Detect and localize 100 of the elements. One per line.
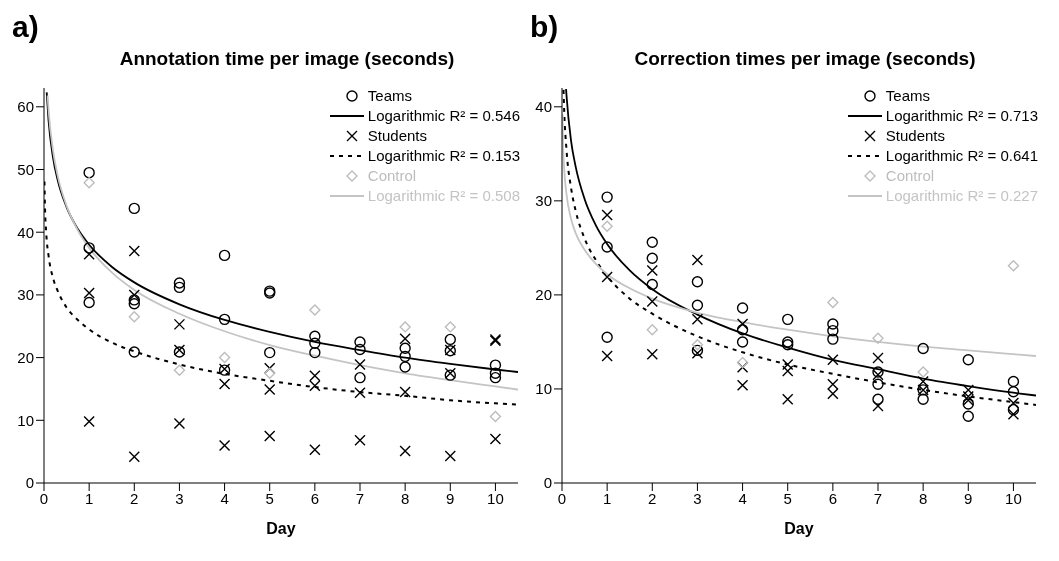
chart-title: Annotation time per image (seconds) [118, 48, 456, 70]
point [83, 248, 95, 260]
y-tick-label: 40 [17, 223, 34, 241]
point [354, 336, 366, 348]
point [736, 318, 749, 330]
x-tick-label: 7 [355, 489, 365, 507]
point [962, 354, 974, 366]
point [264, 383, 276, 396]
point [309, 346, 321, 359]
point [309, 370, 321, 382]
point [691, 276, 704, 288]
point [646, 295, 658, 308]
x-axis-title: Day [266, 520, 296, 537]
point [489, 410, 502, 423]
point [1007, 260, 1020, 272]
x-tick-label: 10 [487, 489, 504, 507]
x-tick-label: 0 [557, 489, 567, 507]
point [917, 342, 929, 355]
point [646, 264, 658, 277]
point [128, 294, 140, 306]
point [691, 313, 704, 326]
point [827, 378, 839, 390]
point [489, 433, 502, 445]
y-tick-label: 20 [17, 348, 34, 366]
y-tick-label: 30 [17, 286, 34, 304]
x-axis-title: Day [784, 520, 814, 537]
point [264, 430, 276, 442]
x-tick-label: 3 [693, 489, 702, 507]
point [354, 387, 366, 399]
legend-label: Students [367, 126, 428, 146]
point [691, 299, 704, 311]
point [444, 321, 456, 333]
point [601, 241, 613, 253]
point [309, 304, 321, 316]
point [218, 249, 231, 262]
point [173, 277, 186, 289]
point [354, 343, 366, 356]
point [962, 394, 974, 406]
point [399, 342, 411, 354]
x-tick-label: 4 [220, 489, 229, 507]
point [872, 400, 884, 412]
point [782, 313, 794, 326]
y-tick-label: 0 [25, 474, 34, 492]
point [128, 346, 140, 358]
point [354, 371, 366, 384]
point [309, 330, 321, 342]
point [264, 367, 276, 379]
y-tick-label: 50 [17, 160, 34, 178]
legend-label: Logarithmic R² = 0.641 [885, 146, 1038, 166]
x-tick-label: 4 [738, 489, 747, 507]
point [173, 318, 186, 331]
point [489, 371, 502, 384]
point [218, 351, 231, 364]
x-tick-label: 7 [873, 489, 883, 507]
point [1007, 397, 1020, 409]
point [1007, 408, 1020, 421]
point [83, 176, 95, 189]
point [309, 337, 321, 349]
point [309, 444, 321, 456]
point [128, 202, 140, 215]
x-tick-label: 5 [265, 489, 274, 507]
point [601, 220, 613, 232]
y-tick-label: 0 [543, 474, 552, 492]
legend-label: Logarithmic R² = 0.227 [885, 186, 1038, 206]
point [1007, 375, 1020, 388]
point [83, 296, 95, 309]
point [601, 191, 613, 203]
point [782, 365, 794, 377]
legend-label: Logarithmic R² = 0.713 [885, 106, 1038, 126]
point [218, 378, 231, 390]
point [399, 350, 411, 363]
point [489, 359, 502, 371]
point [736, 379, 749, 391]
x-tick-label: 6 [828, 489, 838, 507]
point [962, 398, 974, 410]
x-tick-label: 0 [39, 489, 49, 507]
point [691, 339, 704, 351]
x-tick-label: 1 [602, 489, 612, 507]
point [128, 245, 140, 257]
point [827, 354, 839, 366]
point [601, 331, 613, 343]
point [827, 387, 839, 400]
point [827, 324, 839, 337]
point [962, 390, 974, 403]
point [354, 358, 366, 371]
chart-title: Correction times per image (seconds) [633, 48, 977, 70]
point [1007, 386, 1020, 398]
point [601, 350, 613, 362]
point [736, 336, 749, 348]
x-tick-label: 9 [446, 489, 455, 507]
y-tick-label: 60 [17, 98, 34, 116]
point [399, 361, 411, 373]
point [827, 318, 839, 330]
point [218, 313, 231, 326]
legend-label: Teams [367, 86, 413, 106]
point [83, 242, 95, 254]
point [646, 348, 658, 360]
point [872, 352, 884, 364]
point [646, 278, 658, 291]
point [128, 289, 140, 301]
